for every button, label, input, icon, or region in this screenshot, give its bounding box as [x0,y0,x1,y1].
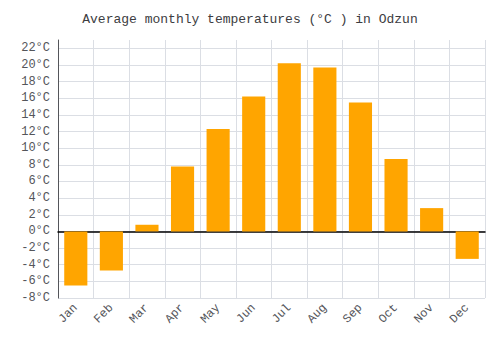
svg-text:0°C: 0°C [28,224,50,238]
svg-text:Nov: Nov [411,301,436,326]
svg-text:Jan: Jan [56,301,81,326]
svg-text:6°C: 6°C [28,174,50,188]
svg-text:Oct: Oct [376,301,401,326]
svg-text:Jun: Jun [234,301,259,326]
svg-text:Feb: Feb [91,301,116,326]
svg-text:12°C: 12°C [21,125,50,139]
svg-text:Aug: Aug [305,301,330,326]
svg-text:10°C: 10°C [21,141,50,155]
svg-text:May: May [198,301,223,326]
svg-text:4°C: 4°C [28,191,50,205]
svg-text:22°C: 22°C [21,41,50,55]
svg-text:Jul: Jul [269,301,294,326]
svg-text:Mar: Mar [127,301,152,326]
svg-text:Apr: Apr [162,301,187,326]
svg-text:-8°C: -8°C [21,291,50,305]
svg-text:8°C: 8°C [28,158,50,172]
svg-text:16°C: 16°C [21,91,50,105]
svg-text:18°C: 18°C [21,75,50,89]
svg-text:20°C: 20°C [21,58,50,72]
svg-text:14°C: 14°C [21,108,50,122]
svg-text:Dec: Dec [447,301,472,326]
svg-text:-4°C: -4°C [21,258,50,272]
svg-text:-6°C: -6°C [21,274,50,288]
svg-text:2°C: 2°C [28,208,50,222]
svg-text:Sep: Sep [340,301,365,326]
svg-text:Average monthly temperatures (: Average monthly temperatures (°C ) in Od… [82,12,417,27]
svg-text:-2°C: -2°C [21,241,50,255]
